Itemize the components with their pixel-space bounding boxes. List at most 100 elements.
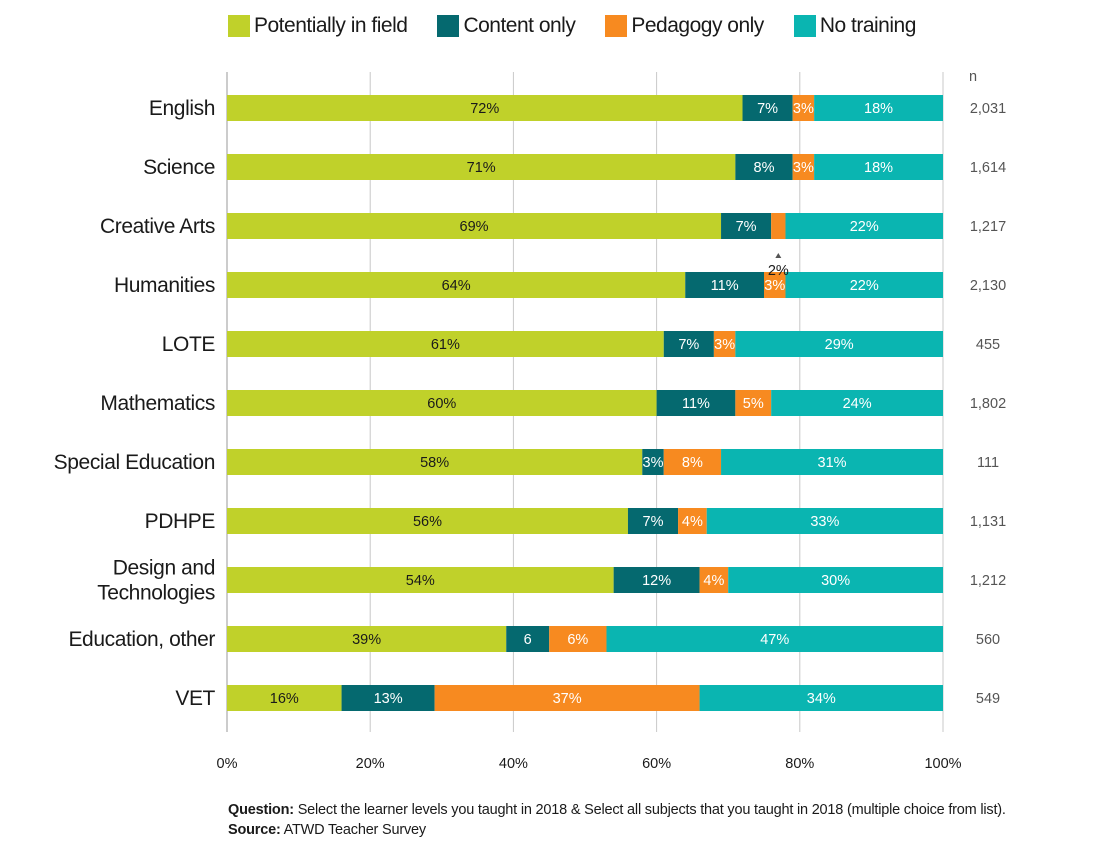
bar-segment xyxy=(642,449,664,475)
legend-swatch xyxy=(437,15,460,37)
bar-segment xyxy=(764,272,786,298)
bar-segment xyxy=(713,331,736,357)
data-label: 3% xyxy=(643,455,664,471)
bar-segment xyxy=(227,213,722,239)
data-label: 12% xyxy=(642,573,671,589)
bar-segment xyxy=(227,95,743,121)
category-label: VET xyxy=(175,687,215,710)
category-label: Technologies xyxy=(97,582,215,605)
n-value: 1,614 xyxy=(970,160,1006,176)
bar-segment xyxy=(606,626,943,652)
question-text: Select the learner levels you taught in … xyxy=(293,802,1006,818)
data-label: 39% xyxy=(352,632,381,648)
data-label: 30% xyxy=(821,573,850,589)
n-value: 455 xyxy=(976,337,1000,353)
data-label: 4% xyxy=(682,514,703,530)
source-text: ATWD Teacher Survey xyxy=(280,822,427,838)
bar-segment xyxy=(721,449,943,475)
bar-segment xyxy=(341,685,435,711)
bar-segment xyxy=(735,331,943,357)
data-label: 3% xyxy=(793,160,814,176)
data-label: 3% xyxy=(793,101,814,117)
bar-segment xyxy=(792,154,815,180)
legend-label: Pedagogy only xyxy=(631,14,764,37)
bar-segment xyxy=(814,154,943,180)
n-value: 111 xyxy=(977,455,999,471)
bar-segment xyxy=(613,567,700,593)
bar-segment xyxy=(227,626,507,652)
legend-label: No training xyxy=(819,14,917,37)
bar-segment xyxy=(227,685,342,711)
bar-segment xyxy=(685,272,764,298)
legend-item-pedagogy-only: Pedagogy only xyxy=(605,14,764,38)
data-label: 7% xyxy=(757,101,778,117)
bar-segment xyxy=(706,508,943,534)
data-label: 31% xyxy=(818,455,847,471)
data-label: 7% xyxy=(643,514,664,530)
bar-segment xyxy=(227,567,614,593)
legend-item-potentially-in-field: Potentially in field xyxy=(228,14,408,38)
bar-segment xyxy=(771,390,943,416)
x-tick-label: 100% xyxy=(924,756,961,772)
legend-item-no-training: No training xyxy=(793,14,917,38)
bar-segment xyxy=(728,567,943,593)
legend-swatch xyxy=(228,15,250,37)
data-label: 18% xyxy=(864,160,893,176)
legend-item-content-only: Content only xyxy=(437,14,576,38)
chart-footnote: Question: Select the learner levels you … xyxy=(228,800,1006,840)
stacked-bar-chart: 0% 20% 40% 60% 80% 100% n English 72% 7% 3% 18% 2,03… xyxy=(54,69,1006,772)
data-label: 56% xyxy=(413,514,442,530)
n-value: 2,031 xyxy=(970,101,1006,117)
question-line: Question: Select the learner levels you … xyxy=(228,800,1006,820)
data-label: 18% xyxy=(864,101,893,117)
bar-segment xyxy=(814,95,943,121)
bar-segment xyxy=(549,626,607,652)
x-tick-label: 80% xyxy=(785,756,814,772)
bar-segment xyxy=(735,390,772,416)
legend-label: Content only xyxy=(463,14,576,37)
bar-segment xyxy=(721,213,772,239)
bar-segment xyxy=(227,331,664,357)
n-value: 1,131 xyxy=(970,514,1006,530)
chart-legend: Potentially in field Content only Pedago… xyxy=(228,14,946,38)
data-label: 69% xyxy=(460,219,489,235)
data-label: 61% xyxy=(431,337,460,353)
data-label: 29% xyxy=(825,337,854,353)
bar-segment xyxy=(785,213,943,239)
bar-segment xyxy=(785,272,943,298)
bar-segment xyxy=(227,390,657,416)
data-label: 54% xyxy=(406,573,435,589)
category-label: Creative Arts xyxy=(100,215,215,238)
n-value: 1,212 xyxy=(970,573,1006,589)
data-label: 47% xyxy=(760,632,789,648)
bar-segment xyxy=(227,449,643,475)
data-label: 64% xyxy=(442,278,471,294)
n-value: 1,802 xyxy=(970,396,1006,412)
source-line: Source: ATWD Teacher Survey xyxy=(228,820,1006,840)
data-label: 7% xyxy=(736,219,757,235)
bar-segment xyxy=(699,685,943,711)
n-value: 560 xyxy=(976,632,1000,648)
bar-segment xyxy=(663,331,714,357)
category-label: Science xyxy=(143,156,215,179)
data-label: 13% xyxy=(374,691,403,707)
data-label: 72% xyxy=(470,101,499,117)
data-label: 11% xyxy=(711,278,739,294)
data-label: 58% xyxy=(420,455,449,471)
x-tick-label: 60% xyxy=(642,756,671,772)
bar-segment xyxy=(627,508,679,534)
data-label: 37% xyxy=(553,691,582,707)
bar-segment xyxy=(742,95,793,121)
x-tick-label: 20% xyxy=(356,756,385,772)
data-label: 60% xyxy=(427,396,456,412)
data-label: 34% xyxy=(807,691,836,707)
n-value: 549 xyxy=(976,691,1000,707)
annotation-arrow xyxy=(775,253,782,258)
category-label: Education, other xyxy=(68,628,215,651)
n-value: 1,217 xyxy=(970,219,1006,235)
data-label: 5% xyxy=(743,396,764,412)
category-label: Humanities xyxy=(114,274,215,297)
bar-segment xyxy=(227,272,686,298)
data-label: 3% xyxy=(714,337,735,353)
bar-segment xyxy=(771,213,786,239)
